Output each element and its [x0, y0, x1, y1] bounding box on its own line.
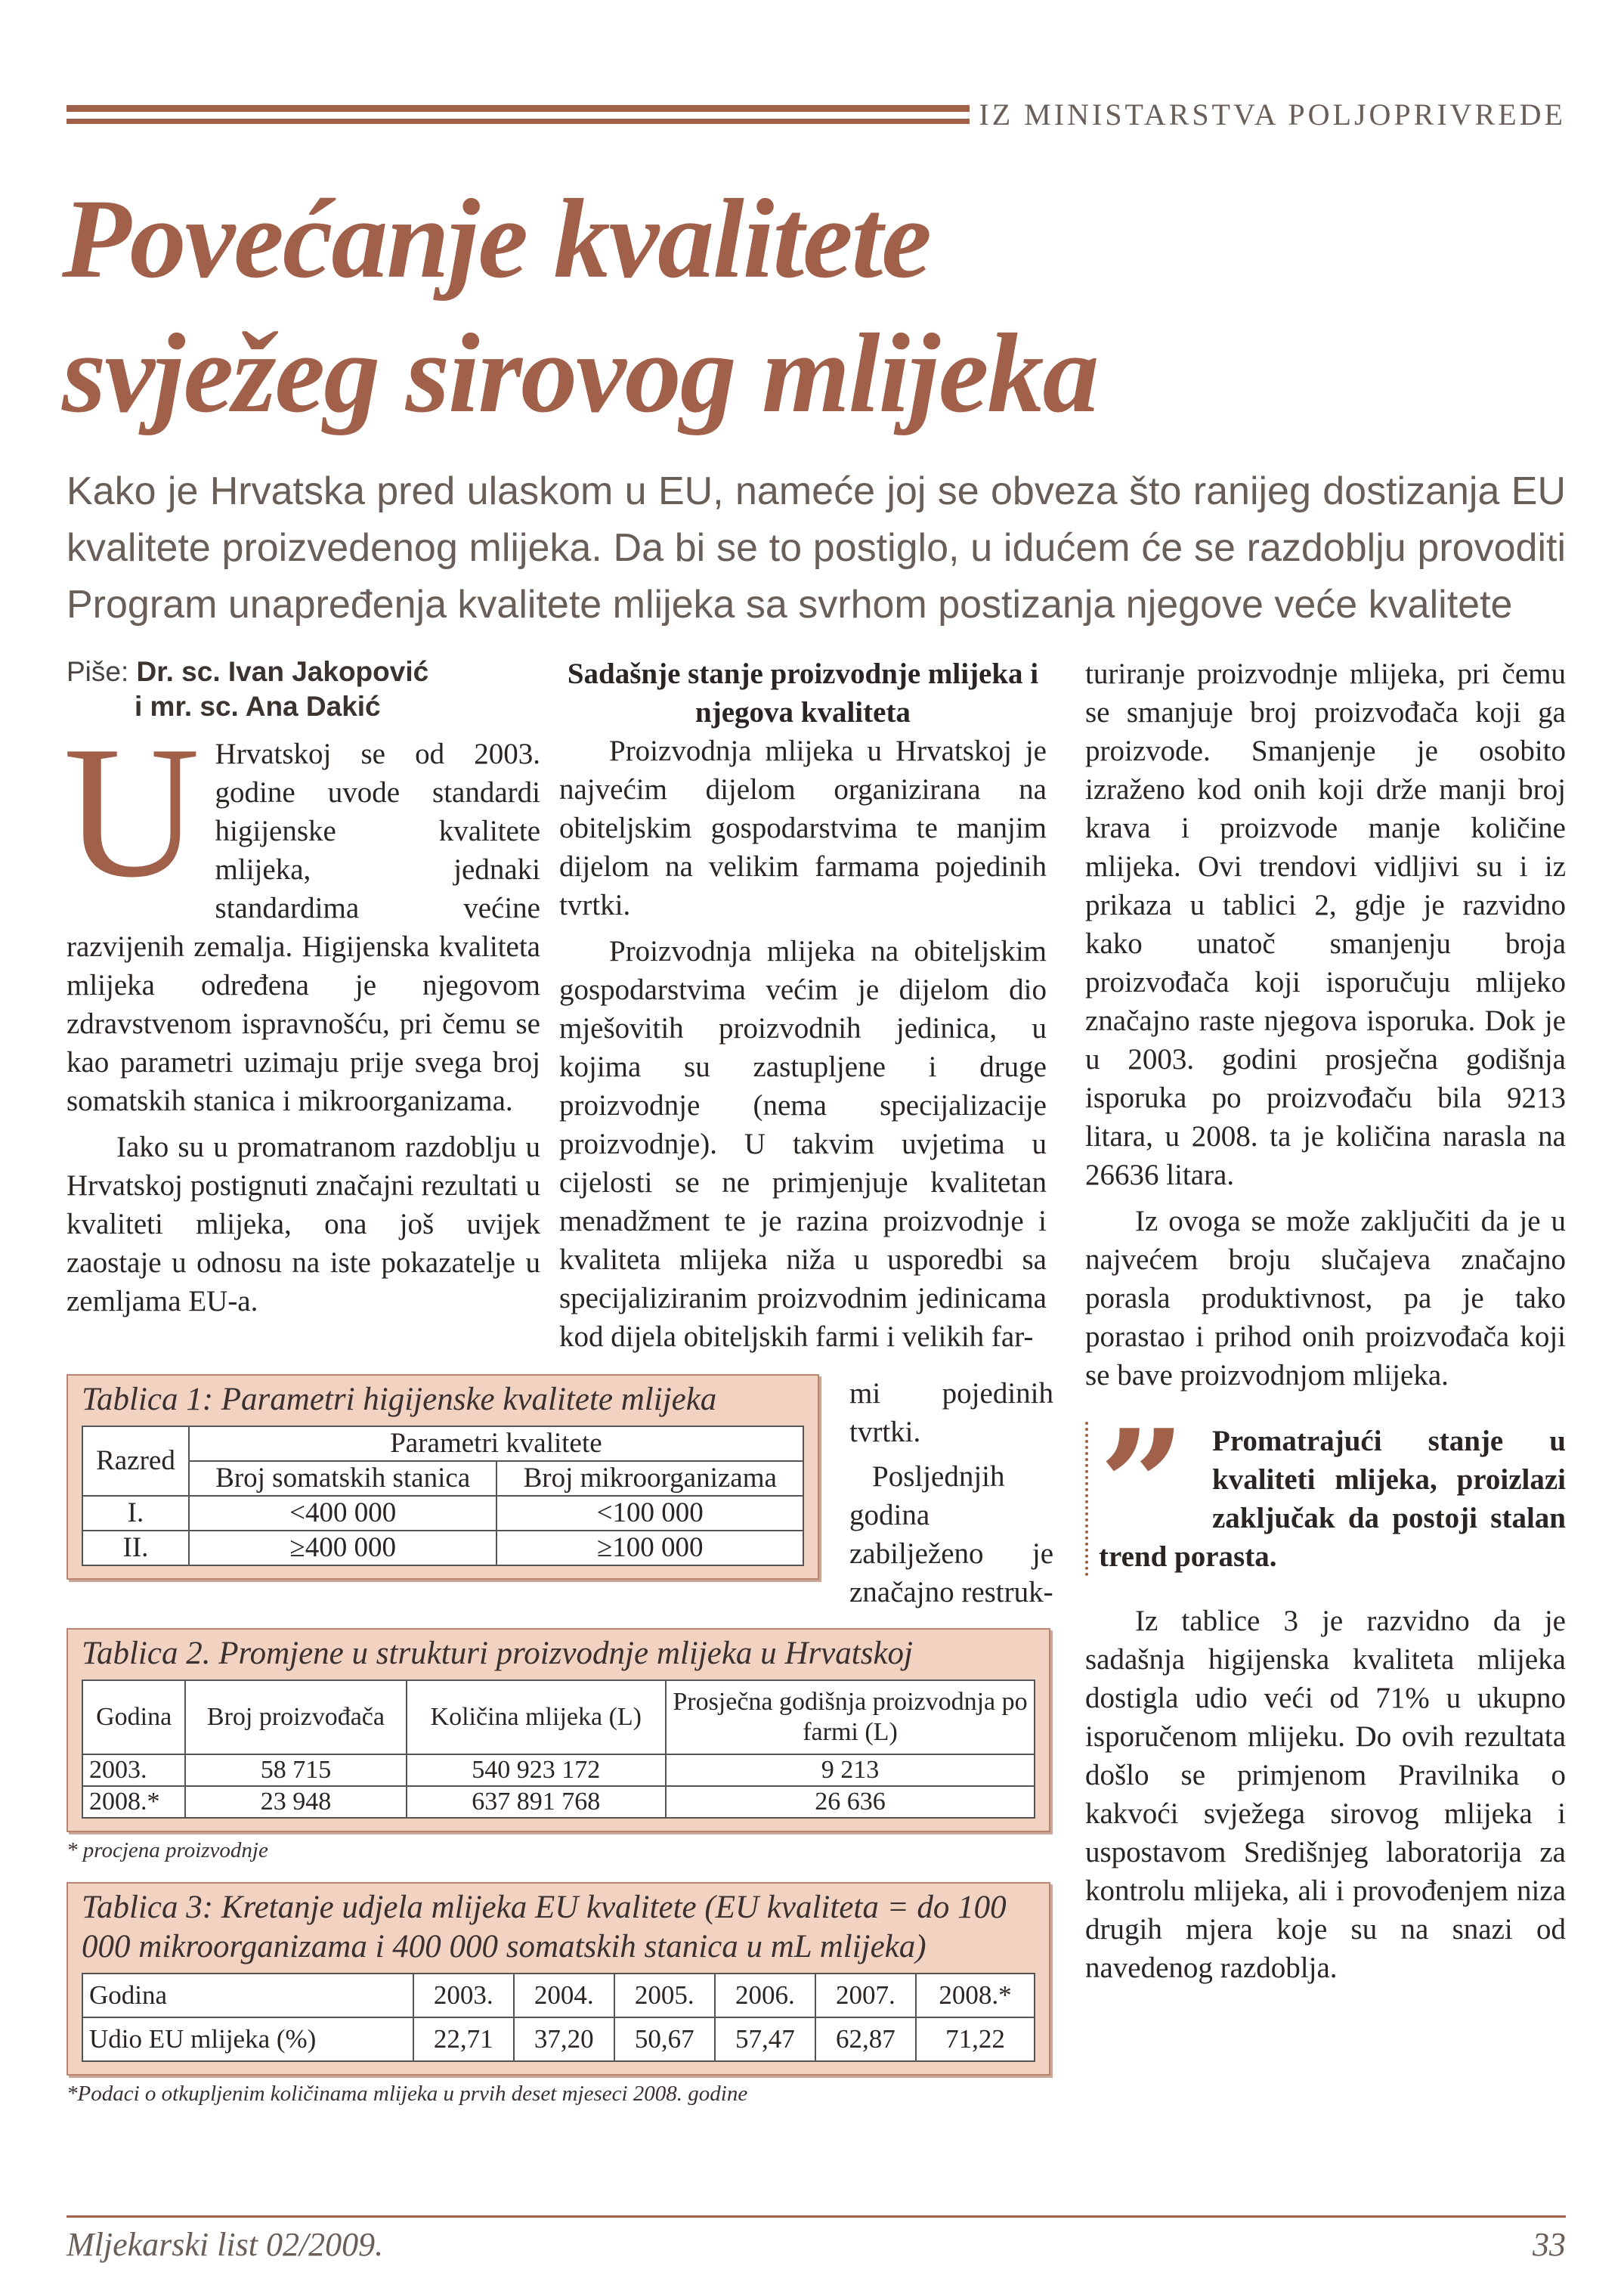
author-name-2: i mr. sc. Ana Dakić: [135, 691, 381, 722]
table-cell: 2006.: [713, 1973, 816, 2018]
header-rules: [67, 105, 970, 124]
table-cell: Udio EU mlijeka (%): [82, 2017, 414, 2062]
header-rule-bottom: [67, 119, 970, 124]
table-3-caption: Tablica 3: Kretanje udjela mlijeka EU kv…: [82, 1890, 1007, 1964]
table-cell: 2007.: [814, 1973, 917, 2018]
publication-name: Mljekarski list 02/2009.: [67, 2226, 384, 2263]
paragraph: Hrvatskoj se od 2003. godine uvode stand…: [67, 738, 540, 1117]
table-1: Tablica 1: Parametri higijenske kvalitet…: [67, 1374, 819, 1580]
table-row: 2008.* 23 948 637 891 768 26 636: [81, 1785, 1035, 1819]
author-prefix: Piše:: [67, 656, 129, 687]
paragraph: Iako su u promatranom razdoblju u Hrvats…: [67, 1131, 540, 1317]
left-region: Piše: Dr. sc. Ivan Jakopović i mr. sc. A…: [63, 655, 1056, 2107]
page-footer: Mljekarski list 02/2009. 33: [67, 2193, 1566, 2264]
column-1: Piše: Dr. sc. Ivan Jakopović i mr. sc. A…: [63, 655, 540, 1320]
table-cell: 540 923 172: [405, 1754, 667, 1787]
footer-rule: [67, 2215, 1566, 2218]
article-title-line2: svježeg sirovog mlijeka: [62, 311, 1099, 436]
table-header-cell: Broj proizvođača: [184, 1679, 407, 1755]
table-cell: 57,47: [713, 2017, 816, 2062]
table-cell: 2008.*: [914, 1973, 1036, 2018]
column-2: Sadašnje stanje proizvodnje mlijeka i nj…: [559, 655, 1047, 1356]
table-cell: 22,71: [412, 2017, 515, 2062]
article-title-line1: Povećanje kvalitete: [62, 176, 932, 302]
table-3-footnote: *Podaci o otkupljenim količinama mlijeka…: [67, 2082, 748, 2106]
table-2-caption: Tablica 2. Promjene u strukturi proizvod…: [82, 1636, 913, 1671]
header-parametri: Parametri kvalitete: [187, 1426, 805, 1462]
table-cell: Godina: [82, 1973, 414, 2018]
table-2-footnote: * procjena proizvodnje: [67, 1838, 268, 1862]
table-2-grid: Godina Broj proizvođača Količina mlijeka (…: [81, 1679, 1035, 1819]
table-header-row: Broj somatskih stanica Broj mikroorganiz…: [82, 1460, 804, 1497]
table-header-cell: Količina mlijeka (L): [405, 1679, 667, 1755]
column-3: turiranje proizvodnje mlijeka, pri čemu …: [1085, 655, 1566, 1987]
table-cell: ≥100 000: [496, 1530, 804, 1566]
table-1-caption: Tablica 1: Parametri higijenske kvalitet…: [82, 1382, 717, 1417]
quote-mark-icon: ”: [1099, 1422, 1212, 1505]
section-header: IZ MINISTARSTVA POLJOPRIVREDE: [67, 97, 1566, 132]
table-header-cell: Godina: [81, 1679, 187, 1755]
table-header-row: Razred Parametri kvalitete: [82, 1426, 805, 1497]
table-cell: 2004.: [512, 1973, 615, 2018]
table-1-grid: Razred Parametri kvalitete Broj somatski…: [82, 1426, 805, 1566]
paragraph: Iz tablice 3 je razvidno da je sadašnja …: [1085, 1605, 1566, 1984]
article-body: Piše: Dr. sc. Ivan Jakopović i mr. sc. A…: [63, 655, 1566, 2107]
table-row: I. <400 000 <100 000: [82, 1495, 804, 1531]
section-subheading: Sadašnje stanje proizvodnje mlijeka i nj…: [567, 658, 1039, 729]
table-cell: ≥400 000: [187, 1530, 498, 1566]
table-cell: 637 891 768: [405, 1785, 667, 1819]
author-byline: Piše: Dr. sc. Ivan Jakopović i mr. sc. A…: [67, 655, 540, 724]
pull-quote-text: Promatrajući stanje u kvaliteti mlijeka,…: [1099, 1425, 1566, 1573]
table-cell: 2003.: [81, 1754, 187, 1787]
paragraph: mi pojedinih tvrtki.: [849, 1377, 1053, 1448]
table-cell: 58 715: [184, 1754, 407, 1787]
paragraph: Proizvodnja mlijeka na obiteljskim gospo…: [559, 935, 1047, 1353]
header-micro: Broj mikroorganizama: [496, 1460, 804, 1497]
table-cell: 37,20: [512, 2017, 615, 2062]
columns-1-2: Piše: Dr. sc. Ivan Jakopović i mr. sc. A…: [63, 655, 1056, 1356]
table-cell: 2005.: [613, 1973, 716, 2018]
table-row: II. ≥400 000 ≥100 000: [82, 1530, 804, 1566]
table-header-cell: Prosječna godišnja proizvodnja po farmi …: [665, 1679, 1035, 1755]
table-3-grid: Godina 2003. 2004. 2005. 2006. 2007. 2008.* Udi…: [82, 1973, 1036, 2062]
table-cell: 62,87: [814, 2017, 917, 2062]
paragraph: Iz ovoga se može zaključiti da je u najv…: [1085, 1205, 1566, 1392]
table-cell: <100 000: [496, 1495, 804, 1531]
table-1-row: Tablica 1: Parametri higijenske kvalitet…: [67, 1374, 1056, 1611]
pull-quote: ” Promatrajući stanje u kvaliteti mlijek…: [1085, 1422, 1566, 1576]
header-razred: Razred: [82, 1426, 190, 1497]
table-2: Tablica 2. Promjene u strukturi proizvod…: [67, 1628, 1050, 1832]
table-cell: 71,22: [914, 2017, 1036, 2062]
table-cell: 26 636: [665, 1785, 1035, 1819]
table-cell: 50,67: [613, 2017, 716, 2062]
table-cell: <400 000: [187, 1495, 498, 1531]
table-cell: 2003.: [412, 1973, 515, 2018]
article-title: Povećanje kvalitete svježeg sirovog mlij…: [62, 172, 1566, 441]
table-row: Udio EU mlijeka (%) 22,71 37,20 50,67 57,47 6…: [82, 2017, 1036, 2062]
table-row: 2003. 58 715 540 923 172 9 213: [81, 1754, 1035, 1787]
author-name-1: Dr. sc. Ivan Jakopović: [136, 656, 429, 687]
paragraph: Proizvodnja mlijeka u Hrvatskoj je najve…: [559, 735, 1047, 921]
drop-cap: U: [63, 707, 200, 917]
paragraph: turiranje proizvodnje mlijeka, pri čemu …: [1085, 658, 1566, 1191]
table-row: Godina 2003. 2004. 2005. 2006. 2007. 2008.*: [82, 1973, 1036, 2018]
table-cell: I.: [82, 1495, 190, 1531]
page-number: 33: [1533, 2226, 1566, 2263]
table-3: Tablica 3: Kretanje udjela mlijeka EU kv…: [67, 1882, 1050, 2076]
header-rule-top: [67, 105, 970, 112]
table-header-row: Godina Broj proizvođača Količina mlijeka (…: [81, 1679, 1035, 1755]
table-cell: II.: [82, 1530, 190, 1566]
paragraph: Posljednjih godina zabilježeno je značaj…: [849, 1460, 1053, 1608]
lead-paragraph: Kako je Hrvatska pred ulaskom u EU, name…: [67, 469, 1566, 627]
table-cell: 2008.*: [81, 1785, 187, 1819]
column-2-continued: mi pojedinih tvrtki. Posljednjih godina …: [849, 1374, 1053, 1611]
header-somatic: Broj somatskih stanica: [187, 1460, 498, 1497]
section-label: IZ MINISTARSTVA POLJOPRIVREDE: [979, 98, 1566, 132]
table-cell: 23 948: [184, 1785, 407, 1819]
table-cell: 9 213: [665, 1754, 1035, 1787]
